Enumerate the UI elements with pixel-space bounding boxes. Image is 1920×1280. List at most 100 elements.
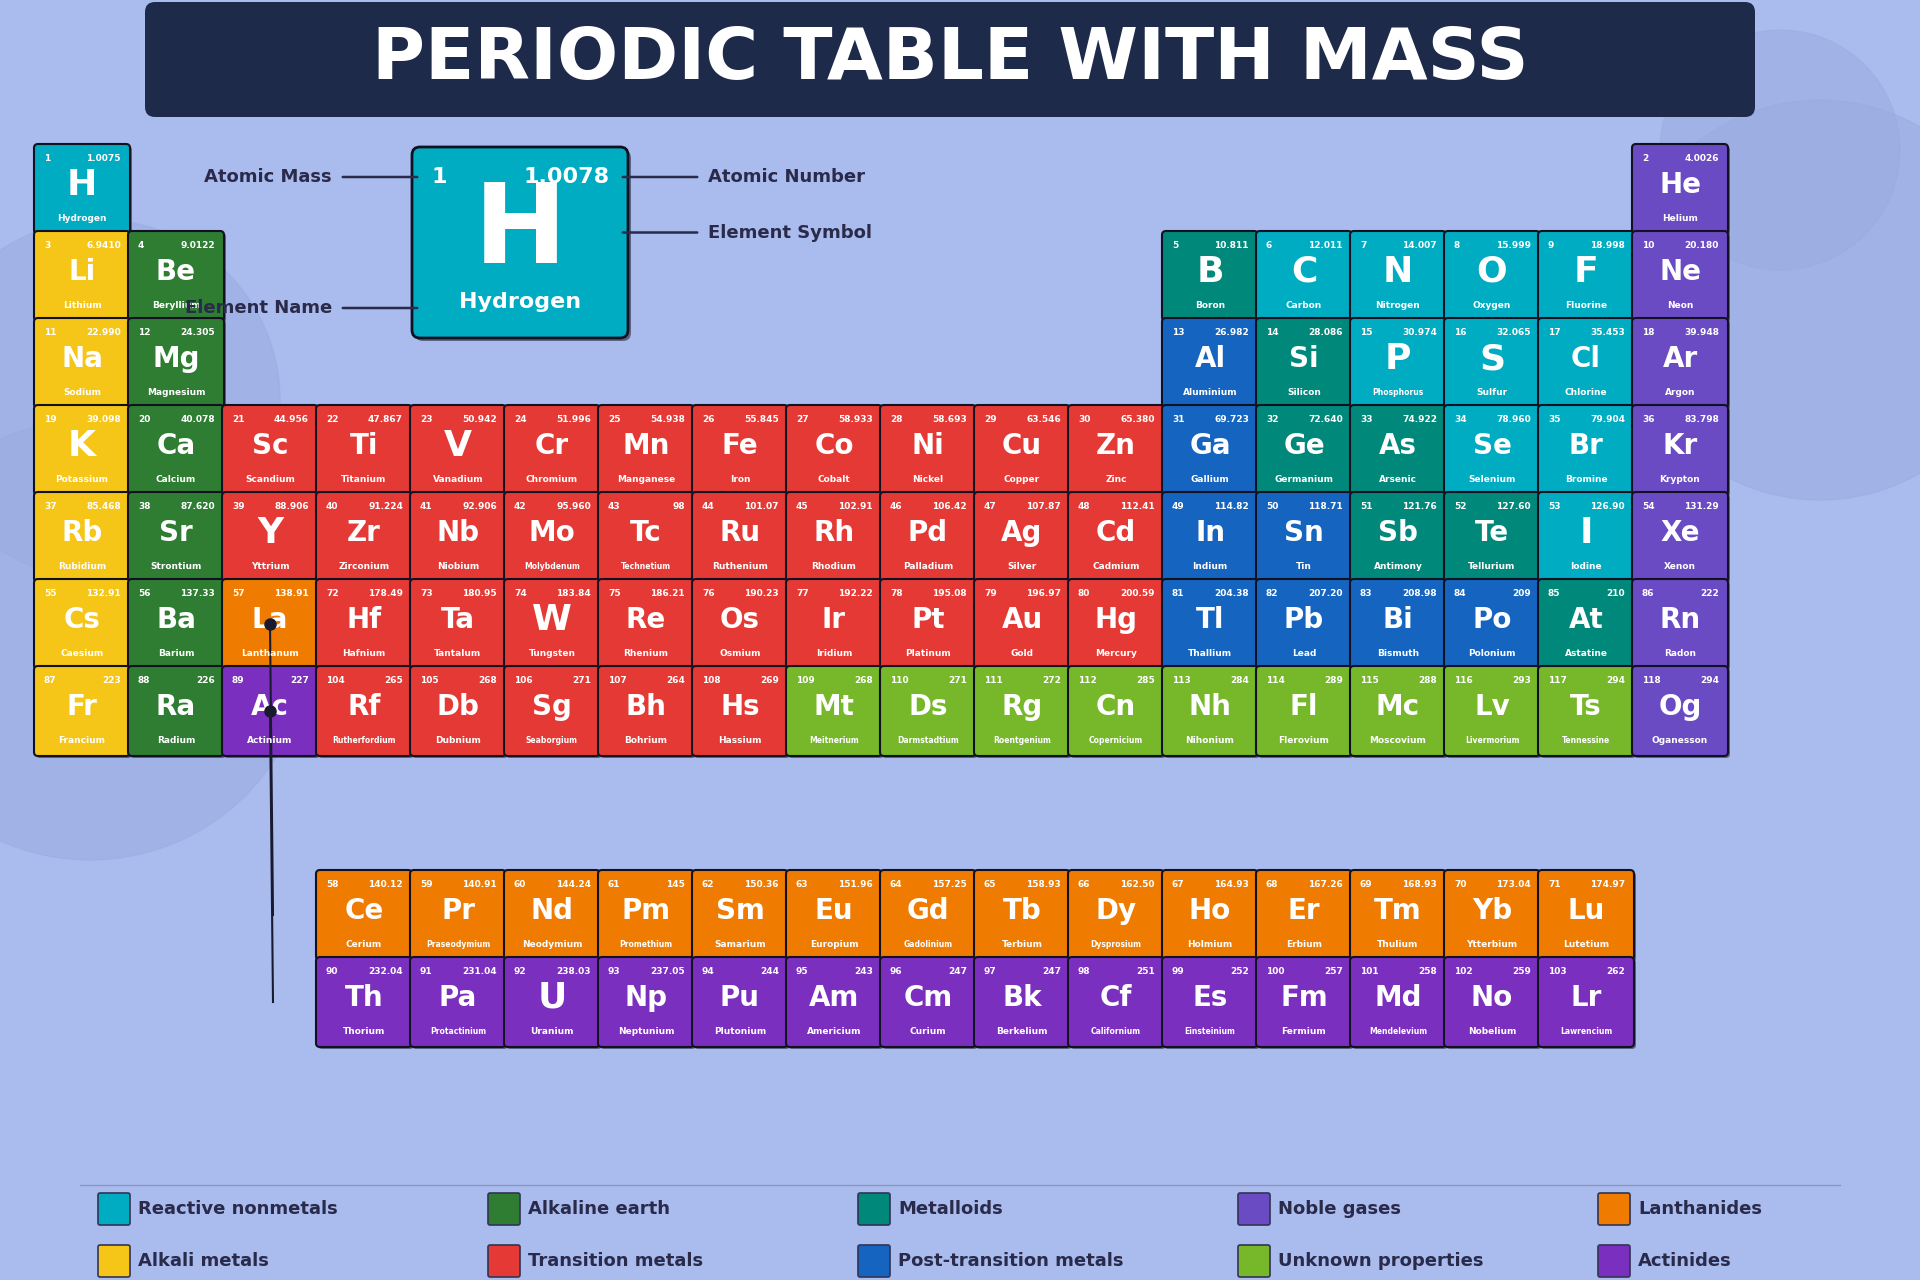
Text: Americium: Americium bbox=[806, 1027, 862, 1036]
FancyBboxPatch shape bbox=[1238, 1245, 1269, 1277]
Text: 112: 112 bbox=[1077, 676, 1096, 685]
FancyBboxPatch shape bbox=[319, 581, 415, 671]
FancyBboxPatch shape bbox=[1538, 230, 1634, 321]
Text: Palladium: Palladium bbox=[902, 562, 952, 571]
FancyBboxPatch shape bbox=[319, 494, 415, 584]
Text: 232.04: 232.04 bbox=[369, 966, 403, 975]
FancyBboxPatch shape bbox=[787, 668, 883, 758]
FancyBboxPatch shape bbox=[787, 581, 883, 671]
Text: 69.723: 69.723 bbox=[1213, 415, 1250, 424]
Text: 32.065: 32.065 bbox=[1496, 328, 1530, 337]
FancyBboxPatch shape bbox=[1634, 320, 1730, 410]
Text: 58.933: 58.933 bbox=[839, 415, 874, 424]
FancyBboxPatch shape bbox=[691, 666, 787, 756]
Text: 294: 294 bbox=[1605, 676, 1624, 685]
Text: Antimony: Antimony bbox=[1373, 562, 1423, 571]
FancyBboxPatch shape bbox=[1632, 404, 1728, 495]
FancyBboxPatch shape bbox=[691, 492, 787, 582]
FancyBboxPatch shape bbox=[507, 494, 603, 584]
Text: Dysprosium: Dysprosium bbox=[1091, 940, 1142, 948]
Text: 87: 87 bbox=[44, 676, 56, 685]
Text: Nd: Nd bbox=[530, 897, 574, 925]
FancyBboxPatch shape bbox=[1164, 872, 1260, 963]
Text: Alkali metals: Alkali metals bbox=[138, 1252, 269, 1270]
Text: 95.960: 95.960 bbox=[557, 502, 591, 511]
Text: 173.04: 173.04 bbox=[1496, 881, 1530, 890]
Text: As: As bbox=[1379, 431, 1417, 460]
Text: 100: 100 bbox=[1265, 966, 1284, 975]
Text: Sodium: Sodium bbox=[63, 388, 102, 397]
FancyBboxPatch shape bbox=[1446, 233, 1542, 323]
Text: Db: Db bbox=[436, 692, 480, 721]
Text: 9: 9 bbox=[1548, 241, 1555, 250]
Text: 56: 56 bbox=[138, 589, 150, 598]
Text: 209: 209 bbox=[1513, 589, 1530, 598]
Text: Li: Li bbox=[69, 259, 96, 285]
Text: 251: 251 bbox=[1137, 966, 1156, 975]
Text: 93: 93 bbox=[609, 966, 620, 975]
FancyBboxPatch shape bbox=[503, 404, 599, 495]
Text: 50.942: 50.942 bbox=[463, 415, 497, 424]
Text: 118.71: 118.71 bbox=[1308, 502, 1342, 511]
Text: Ru: Ru bbox=[720, 518, 760, 547]
Text: 294: 294 bbox=[1699, 676, 1718, 685]
FancyBboxPatch shape bbox=[879, 957, 975, 1047]
Text: PERIODIC TABLE WITH MASS: PERIODIC TABLE WITH MASS bbox=[372, 26, 1528, 93]
Text: Ni: Ni bbox=[912, 431, 945, 460]
Text: 293: 293 bbox=[1513, 676, 1530, 685]
Text: Polonium: Polonium bbox=[1469, 649, 1515, 658]
FancyBboxPatch shape bbox=[1538, 870, 1634, 960]
Text: Pt: Pt bbox=[912, 605, 945, 634]
Text: Fermium: Fermium bbox=[1283, 1027, 1327, 1036]
Text: Niobium: Niobium bbox=[438, 562, 480, 571]
FancyBboxPatch shape bbox=[1258, 407, 1354, 497]
FancyBboxPatch shape bbox=[1444, 317, 1540, 408]
FancyBboxPatch shape bbox=[411, 404, 507, 495]
Text: 105: 105 bbox=[420, 676, 438, 685]
Text: Osmium: Osmium bbox=[720, 649, 760, 658]
Text: 289: 289 bbox=[1325, 676, 1342, 685]
Text: 68: 68 bbox=[1265, 881, 1279, 890]
FancyBboxPatch shape bbox=[413, 147, 628, 338]
Text: C: C bbox=[1290, 255, 1317, 289]
Text: Erbium: Erbium bbox=[1286, 940, 1323, 948]
Text: 158.93: 158.93 bbox=[1027, 881, 1062, 890]
Text: Bismuth: Bismuth bbox=[1377, 649, 1419, 658]
FancyBboxPatch shape bbox=[1256, 957, 1352, 1047]
FancyBboxPatch shape bbox=[36, 407, 132, 497]
Text: Francium: Francium bbox=[58, 736, 106, 745]
Text: 4: 4 bbox=[138, 241, 144, 250]
Text: Oganesson: Oganesson bbox=[1651, 736, 1709, 745]
Text: 167.26: 167.26 bbox=[1308, 881, 1342, 890]
Text: Ca: Ca bbox=[156, 431, 196, 460]
Text: Br: Br bbox=[1569, 431, 1603, 460]
Text: Metalloids: Metalloids bbox=[899, 1201, 1002, 1219]
FancyBboxPatch shape bbox=[413, 668, 509, 758]
Text: Nb: Nb bbox=[436, 518, 480, 547]
Text: 1.0078: 1.0078 bbox=[524, 166, 611, 187]
Text: Gadolinium: Gadolinium bbox=[904, 940, 952, 948]
Text: 259: 259 bbox=[1513, 966, 1530, 975]
FancyBboxPatch shape bbox=[881, 959, 977, 1050]
Text: Selenium: Selenium bbox=[1469, 475, 1515, 484]
FancyBboxPatch shape bbox=[1162, 579, 1258, 669]
Text: Terbium: Terbium bbox=[1002, 940, 1043, 948]
Text: Sc: Sc bbox=[252, 431, 288, 460]
Text: 98: 98 bbox=[1077, 966, 1091, 975]
FancyBboxPatch shape bbox=[129, 404, 225, 495]
Text: 84: 84 bbox=[1453, 589, 1467, 598]
FancyBboxPatch shape bbox=[317, 957, 413, 1047]
FancyBboxPatch shape bbox=[131, 407, 227, 497]
FancyBboxPatch shape bbox=[785, 579, 881, 669]
Text: Ga: Ga bbox=[1188, 431, 1231, 460]
Text: U: U bbox=[538, 980, 566, 1015]
FancyBboxPatch shape bbox=[503, 579, 599, 669]
Text: 18: 18 bbox=[1642, 328, 1655, 337]
Text: 113: 113 bbox=[1171, 676, 1190, 685]
Text: 30: 30 bbox=[1077, 415, 1091, 424]
Text: 44: 44 bbox=[703, 502, 714, 511]
Text: 208.98: 208.98 bbox=[1402, 589, 1436, 598]
Text: 109: 109 bbox=[797, 676, 814, 685]
Text: Cobalt: Cobalt bbox=[818, 475, 851, 484]
FancyBboxPatch shape bbox=[1068, 492, 1164, 582]
